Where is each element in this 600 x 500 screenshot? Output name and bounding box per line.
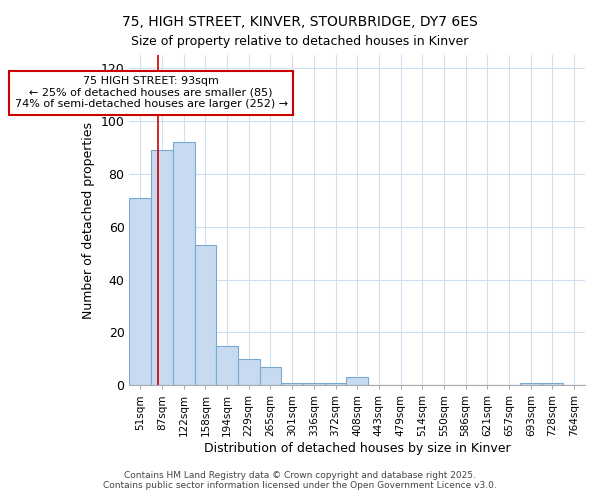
Bar [194,245,216,386]
Bar [173,142,194,386]
Text: 75 HIGH STREET: 93sqm
← 25% of detached houses are smaller (85)
74% of semi-deta: 75 HIGH STREET: 93sqm ← 25% of detached … [14,76,287,110]
Bar [520,382,542,386]
Bar [281,382,303,386]
Bar [238,359,260,386]
Bar [542,382,563,386]
Bar [260,367,281,386]
Bar [130,198,151,386]
Text: 75, HIGH STREET, KINVER, STOURBRIDGE, DY7 6ES: 75, HIGH STREET, KINVER, STOURBRIDGE, DY… [122,15,478,29]
Bar [151,150,173,386]
Text: Contains HM Land Registry data © Crown copyright and database right 2025.
Contai: Contains HM Land Registry data © Crown c… [103,470,497,490]
Bar [346,378,368,386]
Bar [325,382,346,386]
Bar [216,346,238,386]
Y-axis label: Number of detached properties: Number of detached properties [82,122,95,318]
X-axis label: Distribution of detached houses by size in Kinver: Distribution of detached houses by size … [204,442,511,455]
Text: Size of property relative to detached houses in Kinver: Size of property relative to detached ho… [131,35,469,48]
Bar [303,382,325,386]
